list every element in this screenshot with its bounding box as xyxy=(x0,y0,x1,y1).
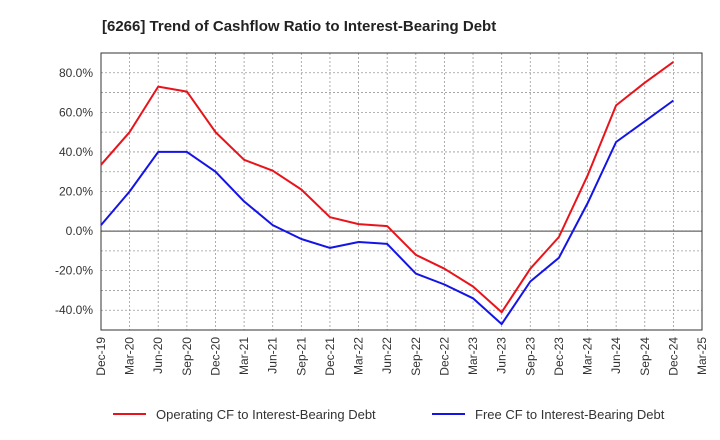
y-tick-label: 20.0% xyxy=(59,185,93,199)
legend: Operating CF to Interest-Bearing Debt Fre… xyxy=(113,407,665,422)
x-axis-ticks: Dec-19 Mar-20 Jun-20 Sep-20 Dec-20 Mar-21 Jun-… xyxy=(94,337,709,376)
x-tick-label: Dec-23 xyxy=(552,337,566,376)
x-tick-label: Mar-23 xyxy=(466,337,480,375)
x-tick-label: Mar-21 xyxy=(237,337,251,375)
y-tick-label: 0.0% xyxy=(66,224,94,238)
x-tick-label: Jun-23 xyxy=(495,337,509,374)
x-tick-label: Jun-22 xyxy=(380,337,394,374)
x-tick-label: Jun-24 xyxy=(609,337,623,374)
grid-lines xyxy=(101,53,702,330)
x-tick-label: Dec-19 xyxy=(94,337,108,376)
x-tick-label: Sep-24 xyxy=(638,337,652,376)
y-tick-label: 40.0% xyxy=(59,145,93,159)
y-tick-label: -40.0% xyxy=(55,303,93,317)
chart-title: [6266] Trend of Cashflow Ratio to Intere… xyxy=(102,18,496,35)
x-tick-label: Sep-21 xyxy=(294,337,308,376)
x-tick-label: Dec-24 xyxy=(666,337,680,376)
series-lines xyxy=(100,61,674,326)
y-tick-label: 80.0% xyxy=(59,66,93,80)
x-tick-label: Sep-23 xyxy=(523,337,537,376)
x-tick-label: Sep-20 xyxy=(180,337,194,376)
x-tick-label: Jun-20 xyxy=(151,337,165,374)
legend-label-2: Free CF to Interest-Bearing Debt xyxy=(475,407,665,422)
x-tick-label: Dec-22 xyxy=(437,337,451,376)
legend-label-1: Operating CF to Interest-Bearing Debt xyxy=(156,407,376,422)
x-tick-label: Mar-22 xyxy=(352,337,366,375)
axes xyxy=(100,52,703,331)
y-tick-label: 60.0% xyxy=(59,105,93,119)
x-tick-label: Dec-21 xyxy=(323,337,337,376)
x-tick-label: Dec-20 xyxy=(208,337,222,376)
x-tick-label: Jun-21 xyxy=(266,337,280,374)
x-tick-label: Sep-22 xyxy=(409,337,423,376)
series-line-1 xyxy=(100,61,674,314)
y-axis-ticks: -40.0% -20.0% 0.0% 20.0% 40.0% 60.0% 80.0% xyxy=(55,66,93,317)
y-tick-label: -20.0% xyxy=(55,264,93,278)
x-tick-label: Mar-20 xyxy=(123,337,137,375)
series-line-2 xyxy=(100,99,674,326)
x-tick-label: Mar-24 xyxy=(581,337,595,375)
x-tick-label: Mar-25 xyxy=(695,337,709,375)
plot-frame xyxy=(100,52,703,331)
